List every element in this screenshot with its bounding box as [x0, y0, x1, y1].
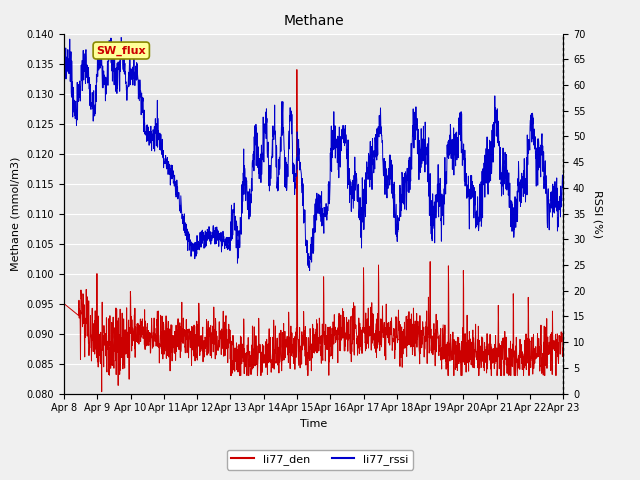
Y-axis label: Methane (mmol/m3): Methane (mmol/m3)	[11, 156, 21, 271]
Text: SW_flux: SW_flux	[97, 46, 146, 56]
X-axis label: Time: Time	[300, 419, 327, 429]
Y-axis label: RSSI (%): RSSI (%)	[592, 190, 602, 238]
Title: Methane: Methane	[284, 14, 344, 28]
Legend: li77_den, li77_rssi: li77_den, li77_rssi	[227, 450, 413, 469]
